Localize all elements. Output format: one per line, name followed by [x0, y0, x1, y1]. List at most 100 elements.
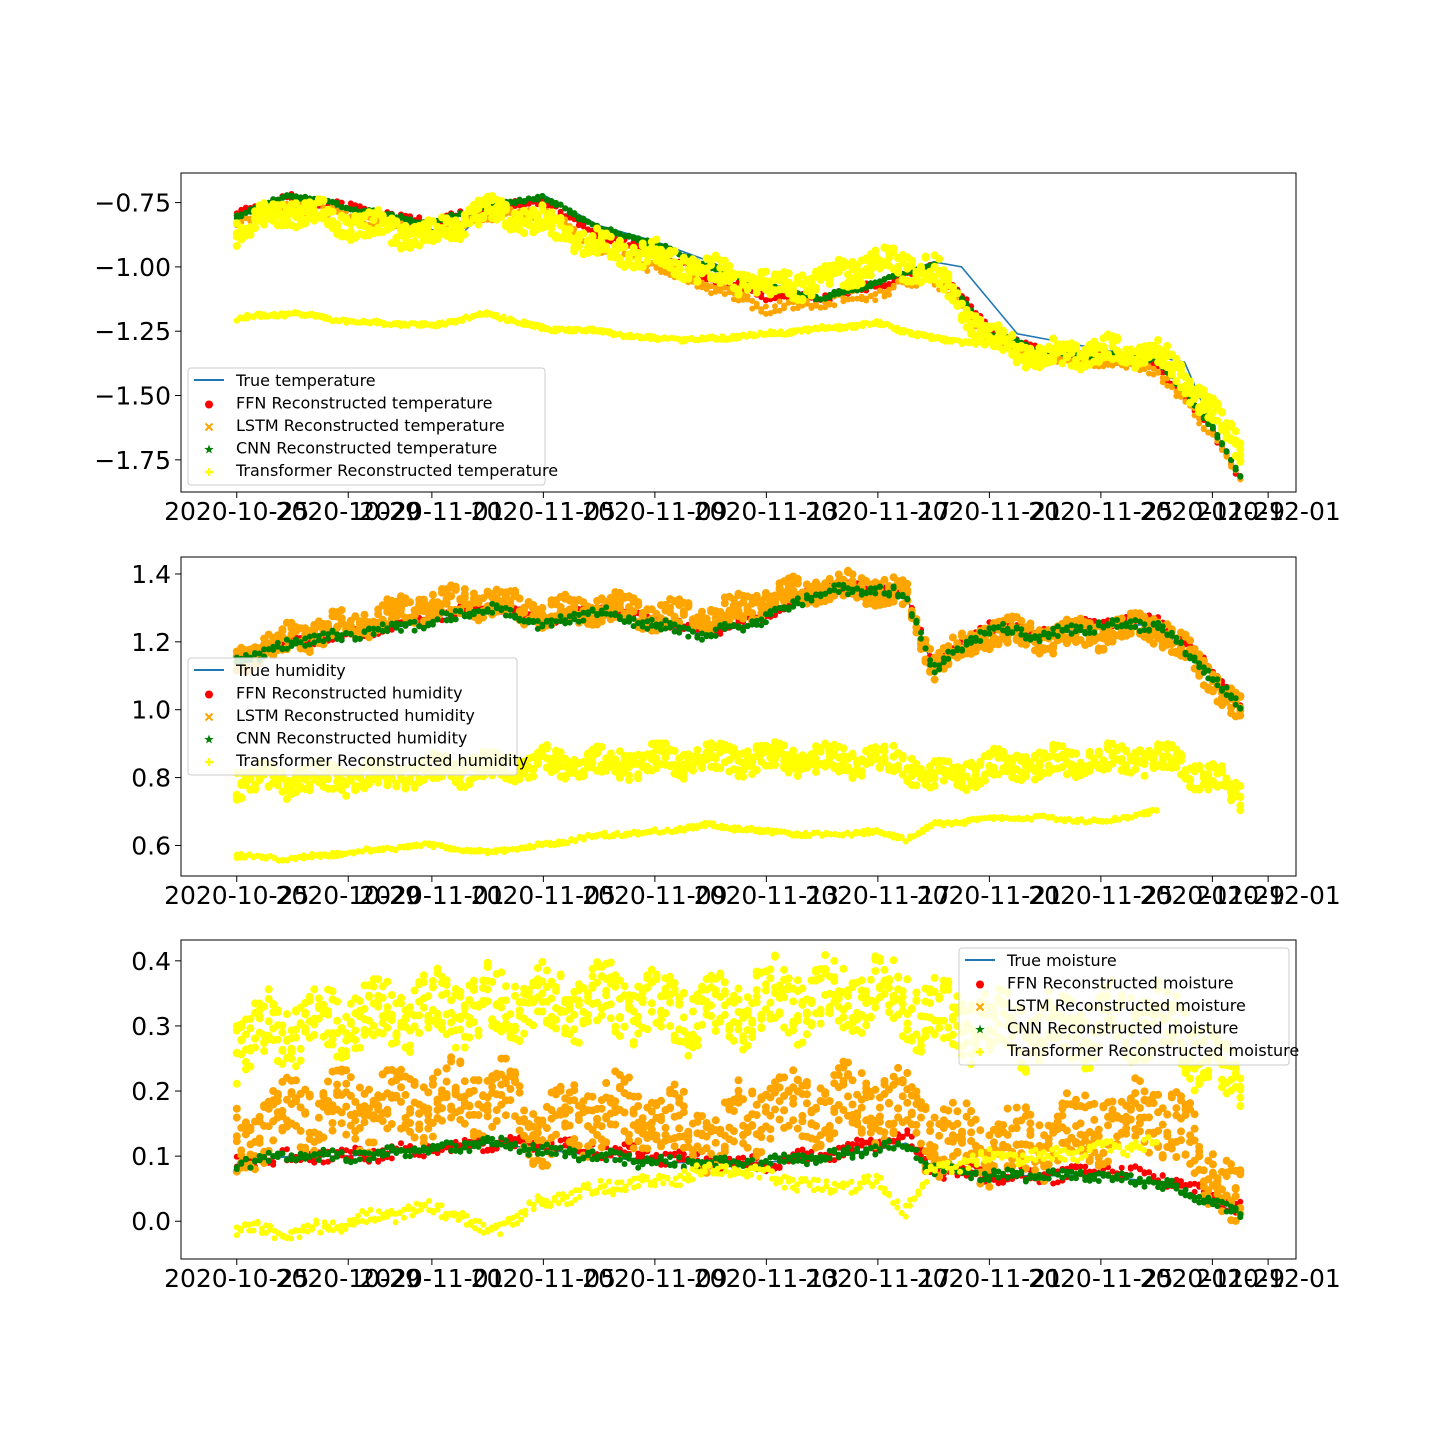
data-point: [538, 202, 547, 211]
data-point: [343, 204, 350, 211]
data-point: [525, 195, 532, 202]
data-point: [1008, 332, 1017, 341]
data-point: [785, 299, 792, 306]
data-point: [1168, 384, 1175, 391]
data-point: [539, 193, 546, 199]
data-point: [338, 199, 345, 206]
data-point: [1237, 473, 1244, 480]
data-point: [890, 583, 897, 590]
data-point: [762, 303, 769, 310]
data-point: [772, 303, 778, 310]
data-point: [607, 226, 614, 233]
data-point: [876, 583, 883, 590]
data-point: [1109, 362, 1116, 369]
data-point: [904, 595, 911, 602]
data-point: [232, 242, 241, 250]
data-point: [415, 241, 424, 250]
data-point: [913, 617, 920, 624]
data-point: [1159, 379, 1166, 386]
data-point: [329, 199, 336, 206]
data-point: [616, 231, 623, 238]
data-point: [817, 304, 824, 311]
data-point: [1236, 451, 1245, 460]
data-point: [1003, 637, 1012, 646]
data-point: [959, 295, 965, 302]
legend-label: Transformer Reconstructed temperature: [235, 461, 558, 480]
data-point: [848, 570, 857, 579]
data-point: [813, 301, 819, 308]
data-point: [242, 214, 249, 221]
data-point: [1178, 639, 1184, 646]
data-point: [565, 225, 574, 234]
data-point: [1231, 427, 1240, 436]
data-point: [761, 267, 770, 276]
data-point: [739, 614, 748, 623]
data-point: [1200, 425, 1207, 431]
data-point: [772, 308, 778, 315]
data-point: [817, 296, 824, 303]
data-point: [474, 220, 483, 229]
data-point: [460, 590, 469, 599]
data-point: [798, 296, 807, 305]
data-point: [876, 287, 883, 294]
data-point: [889, 245, 898, 254]
data-point: [305, 648, 314, 657]
data-point: [1223, 448, 1230, 455]
data-point: [242, 209, 249, 216]
data-point: [1214, 676, 1221, 683]
data-point: [1150, 371, 1157, 378]
data-point: [1236, 439, 1245, 448]
data-point: [684, 274, 693, 283]
data-point: [378, 211, 387, 220]
data-point: [521, 198, 528, 205]
data-point: [416, 214, 423, 221]
data-point: [720, 599, 729, 608]
data-point: [794, 305, 801, 311]
data-point: [1146, 363, 1152, 370]
data-point: [652, 235, 661, 244]
data-point: [858, 293, 865, 300]
data-point: [854, 295, 861, 302]
data-point: [293, 193, 299, 200]
data-point: [451, 216, 460, 225]
data-point: [1054, 633, 1061, 639]
data-point: [1196, 420, 1203, 427]
data-point: [762, 310, 769, 317]
data-point: [338, 637, 345, 644]
data-point: [876, 278, 883, 285]
data-point: [1018, 626, 1025, 633]
data-point: [1099, 644, 1108, 653]
data-point: [886, 281, 892, 287]
data-point: [1095, 619, 1102, 626]
y-tick-label: −1.75: [94, 446, 171, 475]
data-point: [603, 604, 610, 611]
data-point: [963, 296, 970, 303]
data-point: [826, 301, 833, 308]
data-point: [712, 288, 719, 295]
data-point: [1141, 366, 1148, 373]
data-point: [1223, 684, 1230, 691]
data-point: [547, 221, 556, 230]
data-point: [886, 286, 892, 293]
data-point: [534, 193, 541, 200]
data-point: [1099, 342, 1108, 351]
data-point: [571, 211, 578, 218]
data-point: [1232, 695, 1239, 702]
data-point: [1113, 336, 1122, 344]
data-point: [922, 645, 929, 652]
data-point: [794, 595, 801, 602]
data-point: [547, 208, 556, 217]
data-point: [776, 298, 783, 305]
data-point: [1164, 382, 1171, 389]
data-point: [1205, 429, 1212, 436]
data-point: [977, 638, 984, 644]
data-point: [749, 305, 756, 312]
data-point: [411, 618, 418, 625]
data-point: [319, 195, 328, 204]
data-point: [575, 214, 582, 221]
data-point: [712, 632, 719, 639]
chart-humidity: 0.60.81.01.21.42020-10-252020-10-292020-…: [131, 556, 1341, 910]
data-point: [845, 296, 851, 303]
legend-label: True temperature: [235, 371, 376, 390]
